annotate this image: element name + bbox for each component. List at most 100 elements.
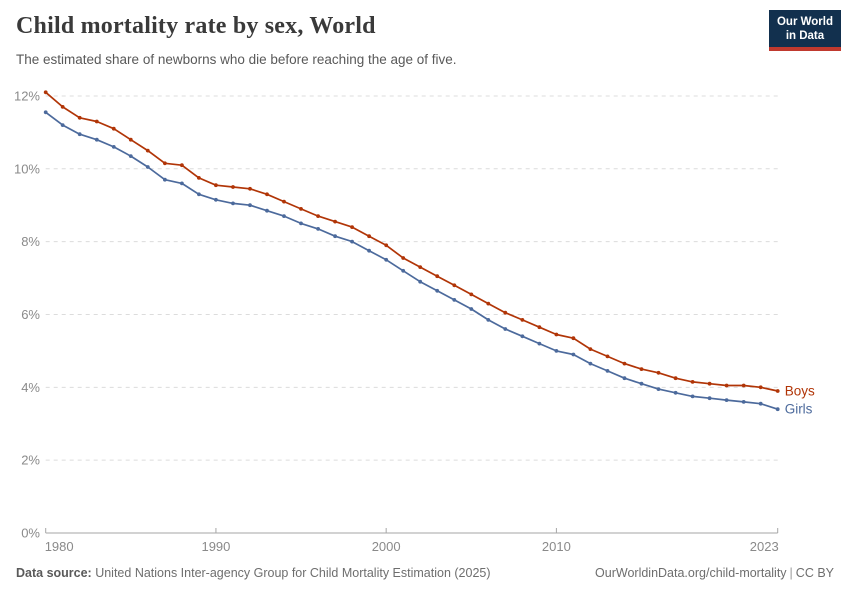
data-point [758, 385, 763, 390]
data-point [707, 381, 712, 386]
y-axis-labels: 0% 2% 4% 6% 8% 10% 12% [14, 88, 40, 540]
data-point [231, 185, 235, 189]
chart-footer: Data source: United Nations Inter-agency… [16, 566, 834, 580]
data-source-label: Data source: [16, 566, 92, 580]
x-axis [45, 528, 779, 534]
data-point [537, 341, 542, 346]
data-point [316, 227, 320, 231]
data-point [758, 401, 763, 406]
data-point [282, 214, 286, 219]
data-point [401, 256, 406, 260]
data-point [248, 186, 252, 191]
series-end-label-boys: Boys [785, 383, 815, 398]
data-point [231, 201, 235, 206]
data-point [111, 145, 116, 149]
x-tick-label-1980: 1980 [45, 539, 74, 554]
x-tick-label-2000: 2000 [372, 539, 401, 554]
y-tick-label-8%: 8% [21, 234, 40, 249]
data-point [622, 361, 627, 366]
data-point [350, 239, 354, 244]
data-point [724, 383, 729, 388]
data-point [60, 105, 65, 109]
data-point [60, 123, 65, 127]
data-point [656, 387, 661, 391]
x-tick-label-2023: 2023 [750, 539, 779, 554]
data-point [145, 148, 150, 153]
data-point [554, 332, 559, 337]
data-point [452, 298, 457, 302]
y-tick-label-2%: 2% [21, 453, 40, 468]
data-point [401, 268, 406, 273]
data-point [588, 347, 593, 351]
data-point [77, 115, 82, 120]
y-tick-label-0%: 0% [21, 526, 40, 541]
data-point [128, 154, 133, 158]
data-point [571, 352, 576, 357]
data-point [571, 336, 576, 341]
data-point [43, 90, 48, 95]
y-tick-label-10%: 10% [14, 161, 40, 176]
footer-attribution: OurWorldinData.org/child-mortality | CC BY [595, 566, 834, 580]
data-point [656, 370, 661, 375]
line-chart: 0% 2% 4% 6% 8% 10% 12% 1980 1990 2000 2010 2023 Boys… [14, 88, 815, 554]
y-gridlines [45, 95, 778, 461]
data-point [180, 181, 184, 186]
data-point [605, 354, 610, 359]
data-point [333, 234, 337, 239]
data-point [282, 199, 286, 204]
data-point [435, 288, 440, 293]
y-tick-label-6%: 6% [21, 307, 40, 322]
data-point [214, 197, 218, 202]
data-point [503, 327, 508, 331]
data-point [588, 361, 593, 366]
series-end-label-girls: Girls [785, 402, 813, 417]
license-badge: CC BY [795, 566, 834, 580]
data-point [690, 394, 695, 399]
data-point [248, 203, 252, 208]
data-point [333, 219, 337, 224]
page-title: Child mortality rate by sex, World [16, 13, 376, 39]
data-point [43, 110, 48, 115]
owid-logo[interactable]: Our World in Data [768, 10, 841, 52]
data-point [214, 183, 218, 188]
x-axis-labels: 1980 1990 2000 2010 2023 [45, 539, 779, 554]
chart-subtitle: The estimated share of newborns who die … [16, 52, 457, 67]
owid-url-link[interactable]: OurWorldinData.org/child-mortality [595, 566, 787, 580]
data-point [741, 400, 746, 404]
data-point [163, 177, 167, 182]
data-point [299, 221, 303, 226]
series-line-girls [44, 111, 779, 411]
data-point [690, 380, 695, 384]
data-point [384, 243, 389, 248]
data-point [418, 279, 423, 284]
data-point [94, 137, 99, 142]
data-point [384, 257, 389, 262]
data-source-note: Data source: United Nations Inter-agency… [16, 566, 491, 580]
owid-logo-line2: in Data [785, 30, 825, 43]
data-point [77, 132, 82, 137]
data-point [452, 283, 457, 288]
data-point [94, 119, 99, 124]
data-point [503, 310, 508, 315]
data-point [469, 307, 474, 311]
series-girls[interactable]: Girls [43, 110, 813, 417]
data-point [265, 208, 269, 213]
data-point [486, 318, 491, 322]
data-point [724, 398, 729, 402]
data-point [435, 274, 440, 279]
data-point [197, 176, 201, 180]
series-boys[interactable]: Boys [43, 90, 815, 398]
data-point [350, 225, 354, 230]
data-point [639, 381, 644, 386]
data-point [707, 396, 712, 401]
series-line-boys [44, 91, 779, 392]
data-point [673, 390, 678, 395]
data-point [554, 349, 559, 353]
data-point [299, 207, 303, 211]
data-point [622, 376, 627, 381]
data-point [741, 383, 746, 388]
data-point [673, 376, 678, 381]
data-point [367, 248, 371, 253]
data-point [367, 234, 371, 239]
